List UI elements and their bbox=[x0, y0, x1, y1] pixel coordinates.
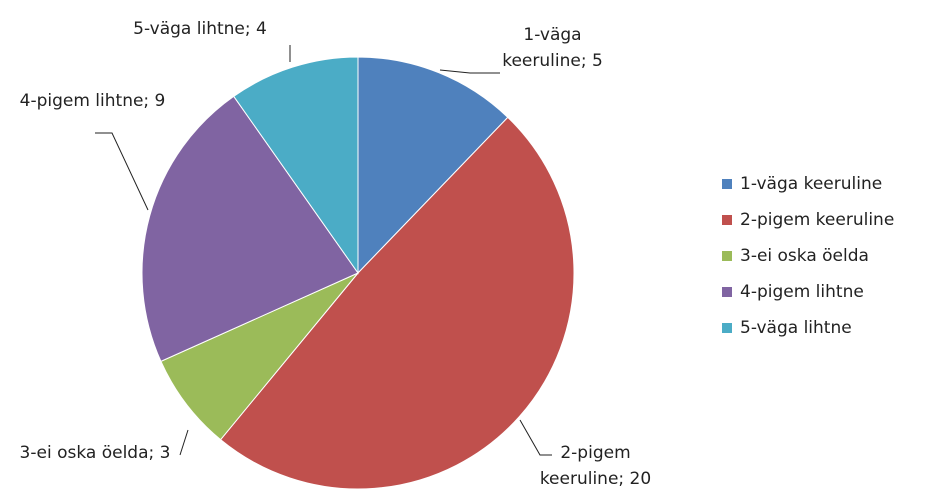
data-label: 2-pigem keeruline; 20 bbox=[539, 443, 652, 489]
legend-label: 5-väga lihtne bbox=[740, 318, 852, 338]
pie-slice bbox=[219, 116, 575, 490]
pie-slice bbox=[233, 56, 359, 275]
legend-label: 4-pigem lihtne bbox=[740, 282, 864, 302]
legend-swatch bbox=[722, 323, 732, 333]
data-label: 5-väga lihtne; 4 bbox=[133, 19, 267, 39]
legend-label: 1-väga keeruline bbox=[740, 174, 882, 194]
leader-line bbox=[439, 69, 500, 74]
legend-swatch bbox=[722, 179, 732, 189]
legend-label: 2-pigem keeruline bbox=[740, 210, 894, 230]
legend-swatch bbox=[722, 287, 732, 297]
leader-line bbox=[95, 132, 149, 211]
pie-slice bbox=[160, 272, 359, 441]
leader-line bbox=[179, 429, 189, 456]
legend-label: 3-ei oska öelda bbox=[740, 246, 869, 266]
data-label: 4-pigem lihtne; 9 bbox=[19, 91, 166, 111]
data-label: 1-väga keeruline; 5 bbox=[502, 25, 603, 71]
legend-swatch bbox=[722, 251, 732, 261]
legend-swatch bbox=[722, 215, 732, 225]
pie-slice bbox=[141, 95, 359, 363]
data-label: 3-ei oska öelda; 3 bbox=[19, 443, 171, 463]
leader-line bbox=[519, 419, 552, 456]
pie-slice bbox=[357, 56, 509, 275]
